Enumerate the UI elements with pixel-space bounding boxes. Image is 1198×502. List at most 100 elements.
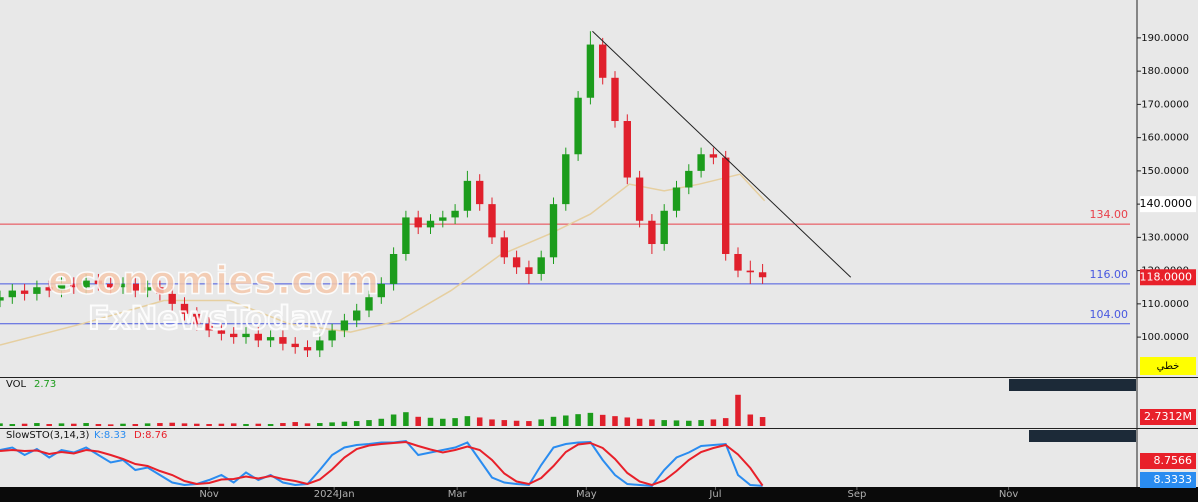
volume-bar	[353, 421, 360, 426]
volume-bar	[83, 423, 89, 426]
x-tick-label: Sep	[847, 489, 866, 500]
legend-d: D:8.76	[134, 430, 167, 441]
volume-bar	[46, 424, 52, 426]
candle-body	[672, 187, 681, 211]
candle-body	[180, 303, 189, 314]
value-tag	[1140, 472, 1196, 488]
candle-body	[279, 337, 287, 344]
panel-toolbar[interactable]	[1029, 430, 1136, 442]
volume-bar	[243, 424, 249, 426]
volume-bar	[440, 418, 446, 426]
candle-body	[758, 272, 767, 278]
volume-bar	[329, 422, 335, 426]
volume-bar	[673, 420, 680, 426]
x-tick-label: May	[576, 489, 597, 500]
candle-body	[648, 220, 656, 245]
volume-bar	[181, 423, 188, 426]
panel-toolbar[interactable]	[1009, 379, 1136, 391]
time-axis	[0, 487, 1198, 502]
candle-body	[20, 290, 29, 294]
volume-bar	[267, 424, 274, 426]
watermark: economies.com FxNewsToday	[47, 258, 380, 338]
volume-bar	[550, 416, 557, 426]
candle-body	[500, 237, 508, 258]
volume-bar	[501, 420, 508, 426]
level-label: 104.00	[1090, 308, 1129, 321]
candle-body	[57, 283, 66, 291]
volume-bar	[157, 423, 163, 426]
level-label: 134.00	[1090, 208, 1129, 221]
volume-bar	[230, 423, 237, 426]
volume-bar	[132, 424, 139, 426]
volume-bar	[415, 416, 421, 426]
candle-body	[316, 340, 324, 351]
candle-body	[291, 343, 299, 348]
candle-body	[414, 217, 422, 228]
y-tick-label: 180.0000	[1141, 66, 1189, 77]
panel-title: SlowSTO(3,14,3)	[6, 430, 89, 441]
candle-body	[377, 283, 385, 298]
candle-body	[168, 293, 176, 304]
price-tag	[1140, 196, 1196, 213]
panel-title: VOL	[6, 379, 27, 390]
volume-bar	[9, 424, 16, 426]
mode-label[interactable]: خطي	[1157, 361, 1180, 372]
candle-body	[303, 347, 312, 351]
candle-body	[389, 253, 398, 284]
watermark-text: economies.com	[48, 259, 379, 303]
candle-body	[562, 154, 570, 205]
x-tick-label: Mar	[448, 489, 468, 500]
candle-body	[512, 257, 521, 268]
volume-bar	[21, 423, 28, 426]
candle-body	[242, 333, 250, 338]
candle-body	[476, 180, 484, 205]
moving-average	[0, 173, 766, 346]
volume-bar	[71, 423, 77, 426]
x-tick-label: Nov	[999, 489, 1019, 500]
volume-bar	[255, 423, 262, 426]
candle-body	[586, 44, 595, 98]
value-tag-label: 2.7312M	[1144, 410, 1192, 423]
volume-bar	[0, 423, 3, 426]
value-tag	[1140, 453, 1196, 469]
candle-body	[328, 330, 336, 341]
volume-bar	[390, 414, 397, 426]
candle-body	[537, 257, 545, 274]
candle-body	[451, 210, 459, 218]
candle-body	[709, 154, 718, 158]
mode-tag[interactable]	[1140, 357, 1196, 375]
volume-bar	[538, 419, 544, 426]
y-tick-label: 130.0000	[1141, 232, 1189, 243]
volume-bar	[304, 423, 311, 426]
volume-bar	[599, 414, 606, 426]
price-tag-label: 140.0000	[1140, 197, 1193, 210]
candle-body	[623, 121, 631, 178]
x-tick-label: 2024Jan	[314, 489, 355, 500]
candle-body	[426, 220, 435, 228]
candle-body	[33, 287, 41, 294]
indicator-line	[0, 439, 763, 488]
volume-bar	[120, 423, 126, 426]
volume-bar	[34, 423, 40, 426]
candle-body	[156, 287, 164, 294]
volume-bar	[95, 424, 102, 426]
candle-body	[463, 180, 472, 211]
volume-bar	[587, 412, 594, 426]
candle-body	[685, 170, 693, 188]
candle-body	[525, 267, 533, 274]
x-tick-label: Nov	[199, 489, 219, 500]
x-tick-label: Jul	[708, 489, 721, 500]
y-tick-label: 160.0000	[1141, 133, 1189, 144]
candle-body	[193, 313, 201, 324]
volume-bar	[636, 418, 643, 426]
volume-bar	[759, 417, 766, 426]
volume-bar	[194, 423, 200, 426]
y-tick-label: 100.0000	[1141, 332, 1189, 343]
indicator-line	[0, 440, 764, 487]
candle-body	[8, 290, 16, 298]
value-tag-label: 8.7566	[1154, 454, 1193, 467]
trendline	[592, 30, 852, 278]
volume-bar	[341, 421, 348, 426]
value-tag-label: 8.3333	[1154, 473, 1193, 486]
candle-body	[143, 287, 152, 291]
